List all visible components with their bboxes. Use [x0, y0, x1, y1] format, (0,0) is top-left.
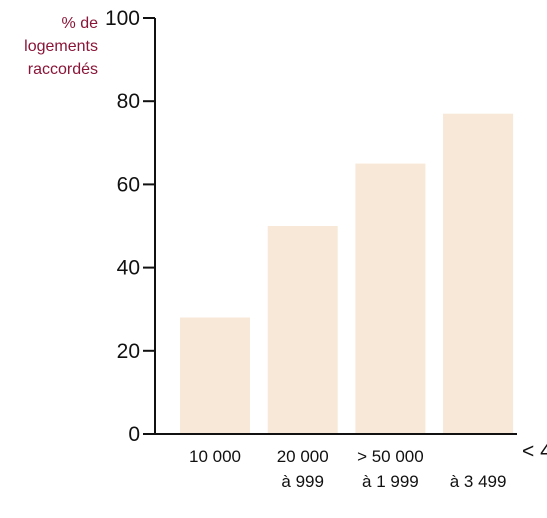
- x-category-label: 10 000: [189, 447, 241, 466]
- y-axis-title: % de logements raccordés: [24, 15, 98, 78]
- y-tick-label: 0: [128, 423, 140, 446]
- x-axis-categories: 10 000 20 000 à 999 > 50 000 à 1 999 à 3 499: [189, 447, 506, 491]
- y-tick-label: 60: [117, 173, 140, 196]
- bar: [267, 226, 338, 434]
- y-tick-label: 40: [117, 257, 140, 280]
- x-category-label: à 3 499: [450, 472, 507, 491]
- bar: [443, 113, 514, 435]
- bar: [355, 163, 426, 434]
- x-category-label: à 999: [281, 472, 324, 491]
- y-axis-label: % de logements raccordés: [24, 15, 98, 78]
- y-tick-label: 100: [105, 7, 140, 30]
- x-category-label: > 50 000: [357, 447, 424, 466]
- x-axis-end-label: < 4: [522, 440, 547, 463]
- x-category-label: à 1 999: [362, 472, 419, 491]
- bar: [180, 317, 250, 434]
- bars: [180, 113, 514, 435]
- x-category-label: 20 000: [277, 447, 329, 466]
- y-axis-ticks: 0 20 40 60 80 100: [105, 7, 155, 446]
- y-tick-label: 20: [117, 340, 140, 363]
- y-tick-label: 80: [117, 90, 140, 113]
